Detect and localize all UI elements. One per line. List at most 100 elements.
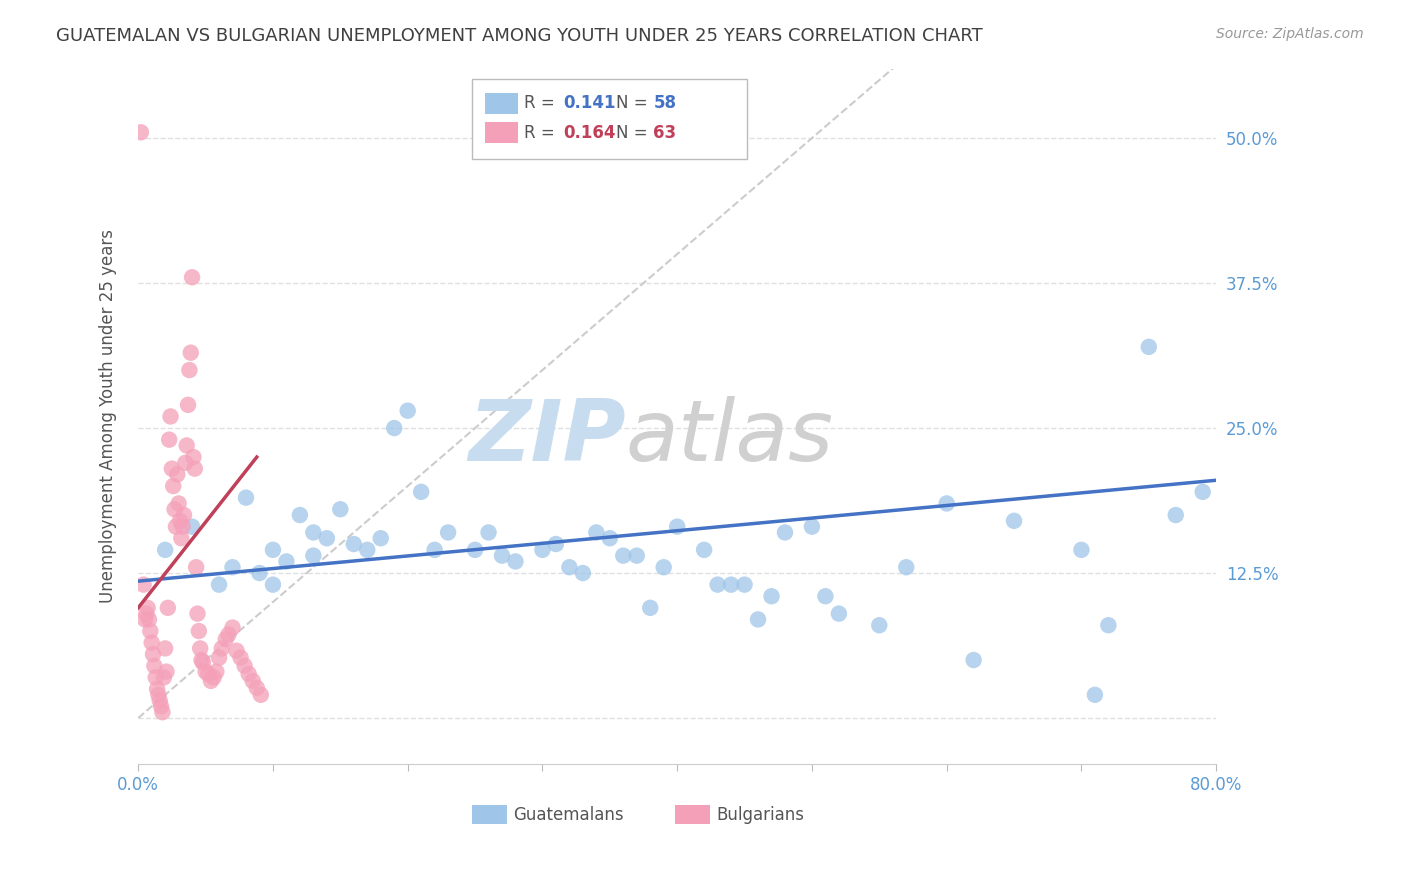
Text: N =: N = <box>616 95 652 112</box>
Point <box>242 673 264 688</box>
Point <box>174 456 197 470</box>
Point <box>423 542 446 557</box>
Point <box>1097 618 1119 632</box>
Point <box>734 577 756 591</box>
Point <box>187 624 209 638</box>
Point <box>356 542 378 557</box>
Point <box>150 699 173 714</box>
Point <box>181 519 204 533</box>
Point <box>437 525 460 540</box>
Point <box>159 409 181 424</box>
Point <box>868 618 890 632</box>
Point <box>505 554 527 568</box>
Point <box>217 627 239 641</box>
Point <box>180 345 202 359</box>
Point <box>250 688 273 702</box>
Text: R =: R = <box>524 124 560 142</box>
Point <box>145 670 167 684</box>
Point <box>343 537 366 551</box>
Point <box>165 519 187 533</box>
Point <box>962 653 984 667</box>
Point <box>411 484 433 499</box>
Point <box>179 363 201 377</box>
Point <box>599 531 621 545</box>
Point <box>288 508 311 522</box>
Point <box>177 398 200 412</box>
Point <box>139 624 162 638</box>
Point <box>1002 514 1025 528</box>
Point <box>186 607 208 621</box>
Point <box>184 560 207 574</box>
Point <box>146 681 169 696</box>
Point <box>194 665 217 679</box>
Point <box>181 270 204 285</box>
Point <box>162 479 184 493</box>
Point <box>1164 508 1187 522</box>
Point <box>136 600 159 615</box>
Point <box>558 560 581 574</box>
Point <box>638 600 661 615</box>
FancyBboxPatch shape <box>485 122 517 143</box>
Point <box>396 403 419 417</box>
Text: Bulgarians: Bulgarians <box>716 805 804 823</box>
Point <box>184 461 207 475</box>
Point <box>238 667 260 681</box>
Point <box>138 612 160 626</box>
Point <box>896 560 918 574</box>
Point <box>176 438 198 452</box>
Point <box>720 577 742 591</box>
Point <box>173 508 195 522</box>
Point <box>572 566 595 580</box>
Point <box>370 531 392 545</box>
Point <box>585 525 607 540</box>
Point <box>233 658 256 673</box>
Point <box>828 607 851 621</box>
Text: N =: N = <box>616 124 652 142</box>
Point <box>693 542 716 557</box>
Text: 58: 58 <box>654 95 676 112</box>
Point <box>169 514 191 528</box>
Point <box>183 450 205 464</box>
Point <box>221 560 243 574</box>
Point <box>229 650 252 665</box>
Text: Guatemalans: Guatemalans <box>513 805 624 823</box>
Point <box>143 658 166 673</box>
Point <box>170 531 193 545</box>
Point <box>262 542 284 557</box>
Point <box>1191 484 1213 499</box>
Point <box>208 577 231 591</box>
Point <box>157 433 180 447</box>
FancyBboxPatch shape <box>485 93 517 114</box>
Text: atlas: atlas <box>626 396 834 479</box>
Y-axis label: Unemployment Among Youth under 25 years: Unemployment Among Youth under 25 years <box>100 229 117 604</box>
Point <box>148 688 170 702</box>
Point <box>329 502 352 516</box>
Point <box>153 641 176 656</box>
Point <box>276 554 298 568</box>
Point <box>747 612 769 626</box>
Point <box>800 519 823 533</box>
Point <box>166 467 188 482</box>
Point <box>544 537 567 551</box>
Point <box>626 549 648 563</box>
Point <box>215 632 238 647</box>
Point <box>652 560 675 574</box>
Point <box>134 612 156 626</box>
Point <box>1070 542 1092 557</box>
Text: R =: R = <box>524 95 560 112</box>
Point <box>773 525 796 540</box>
Point <box>612 549 634 563</box>
Point <box>205 665 228 679</box>
Point <box>152 670 174 684</box>
Point <box>149 693 172 707</box>
Point <box>188 641 211 656</box>
Point <box>235 491 257 505</box>
Point <box>1084 688 1107 702</box>
Point <box>477 525 499 540</box>
Point <box>221 621 243 635</box>
Point <box>141 635 163 649</box>
Point <box>761 589 783 603</box>
Point <box>491 549 513 563</box>
FancyBboxPatch shape <box>472 805 506 824</box>
Point <box>167 496 190 510</box>
